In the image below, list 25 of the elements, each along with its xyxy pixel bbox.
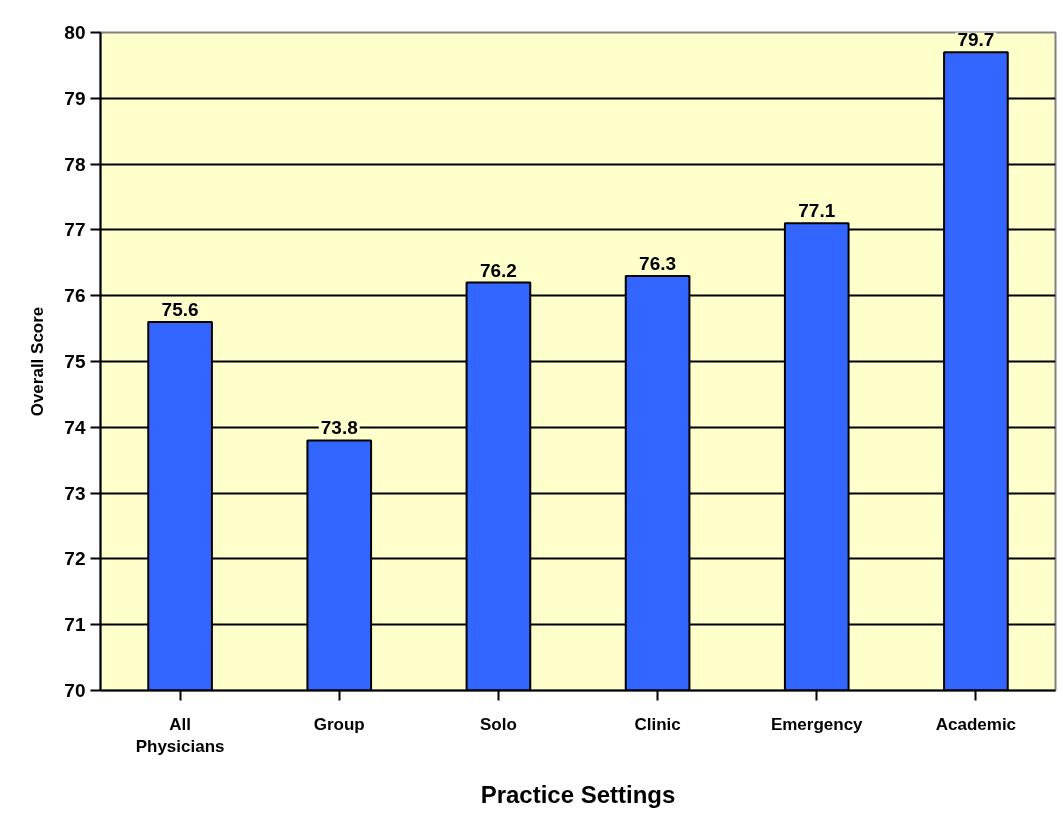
x-tick-label: Solo xyxy=(480,714,517,734)
y-tick-label: 71 xyxy=(64,614,86,636)
y-tick-label: 77 xyxy=(64,219,86,241)
y-tick-label: 73 xyxy=(64,482,86,504)
x-tick-label: Academic xyxy=(935,714,1017,734)
data-label: 79.7 xyxy=(957,29,995,51)
y-tick-label: 72 xyxy=(64,548,86,570)
data-label: 73.8 xyxy=(320,417,358,439)
y-tick-label: 80 xyxy=(64,22,86,43)
y-tick-label: 74 xyxy=(64,416,86,438)
y-tick-label: 70 xyxy=(64,680,86,701)
x-tick-label: All Physicians xyxy=(135,714,225,757)
y-axis-title: Overall Score xyxy=(28,306,48,417)
x-tick-label: Emergency xyxy=(770,714,864,734)
y-tick-label: 75 xyxy=(64,351,86,372)
x-axis-title: Practice Settings xyxy=(480,781,676,809)
data-label: 76.3 xyxy=(639,252,677,274)
data-label: 77.1 xyxy=(798,200,836,222)
y-tick-label: 79 xyxy=(64,87,86,109)
data-label: 75.6 xyxy=(161,299,199,321)
data-label: 76.2 xyxy=(479,259,517,281)
y-tick-label: 76 xyxy=(64,285,86,307)
x-tick-label: Group xyxy=(313,714,365,734)
y-tick-label: 78 xyxy=(64,153,86,175)
x-tick-label: Clinic xyxy=(634,714,681,734)
